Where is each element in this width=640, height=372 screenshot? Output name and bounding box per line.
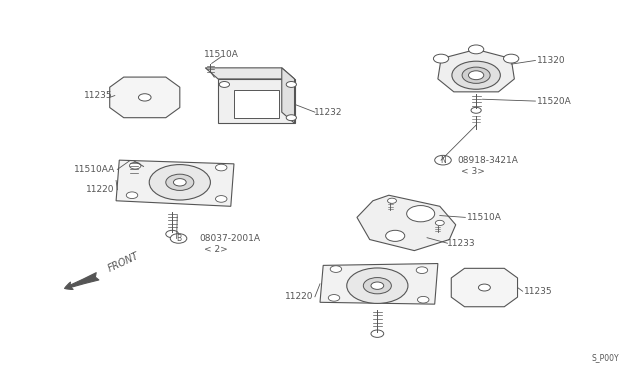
Polygon shape xyxy=(357,195,456,251)
Circle shape xyxy=(479,284,490,291)
Circle shape xyxy=(371,282,384,289)
Polygon shape xyxy=(234,90,278,118)
Circle shape xyxy=(417,296,429,303)
Text: 11220: 11220 xyxy=(86,185,115,194)
Polygon shape xyxy=(282,68,294,123)
Circle shape xyxy=(504,54,519,63)
Circle shape xyxy=(129,162,141,169)
Circle shape xyxy=(138,94,151,101)
Text: 11520A: 11520A xyxy=(537,97,572,106)
Circle shape xyxy=(388,198,396,203)
Text: 11220: 11220 xyxy=(285,292,314,301)
Text: 08037-2001A: 08037-2001A xyxy=(199,234,260,243)
Circle shape xyxy=(166,230,179,238)
Circle shape xyxy=(452,61,500,89)
Text: 11320: 11320 xyxy=(537,56,565,65)
Text: S_P00Y: S_P00Y xyxy=(592,353,620,362)
Text: 11235: 11235 xyxy=(84,91,113,100)
Polygon shape xyxy=(205,68,294,79)
Polygon shape xyxy=(218,79,294,123)
Text: FRONT: FRONT xyxy=(106,250,141,273)
Polygon shape xyxy=(438,49,515,92)
Circle shape xyxy=(126,192,138,199)
Text: 11235: 11235 xyxy=(524,287,552,296)
Circle shape xyxy=(462,67,490,83)
Circle shape xyxy=(149,164,211,200)
Text: 11232: 11232 xyxy=(314,108,342,117)
Circle shape xyxy=(416,267,428,273)
Text: 11510AA: 11510AA xyxy=(74,165,115,174)
Circle shape xyxy=(328,295,340,301)
Circle shape xyxy=(435,155,451,165)
Circle shape xyxy=(166,174,194,190)
Circle shape xyxy=(286,81,296,87)
Circle shape xyxy=(435,220,444,225)
Text: B: B xyxy=(176,234,181,243)
Polygon shape xyxy=(320,263,438,304)
Circle shape xyxy=(433,54,449,63)
Circle shape xyxy=(173,179,186,186)
Circle shape xyxy=(347,268,408,304)
Circle shape xyxy=(220,81,230,87)
Text: N: N xyxy=(440,155,446,165)
Text: 11510A: 11510A xyxy=(204,51,239,60)
Circle shape xyxy=(471,108,481,113)
Circle shape xyxy=(216,164,227,171)
Polygon shape xyxy=(109,77,180,118)
Circle shape xyxy=(386,230,404,241)
Text: 11233: 11233 xyxy=(447,239,476,248)
Text: 11510A: 11510A xyxy=(467,213,501,222)
Polygon shape xyxy=(451,268,518,307)
Circle shape xyxy=(330,266,342,272)
Circle shape xyxy=(406,206,435,222)
Polygon shape xyxy=(116,160,234,206)
Circle shape xyxy=(364,278,392,294)
Circle shape xyxy=(216,196,227,202)
Circle shape xyxy=(371,330,384,337)
Text: 08918-3421A: 08918-3421A xyxy=(457,155,518,165)
Text: < 3>: < 3> xyxy=(461,167,485,176)
Circle shape xyxy=(286,115,296,121)
Circle shape xyxy=(170,234,187,243)
Circle shape xyxy=(468,71,484,80)
Circle shape xyxy=(468,45,484,54)
Text: < 2>: < 2> xyxy=(204,245,228,254)
